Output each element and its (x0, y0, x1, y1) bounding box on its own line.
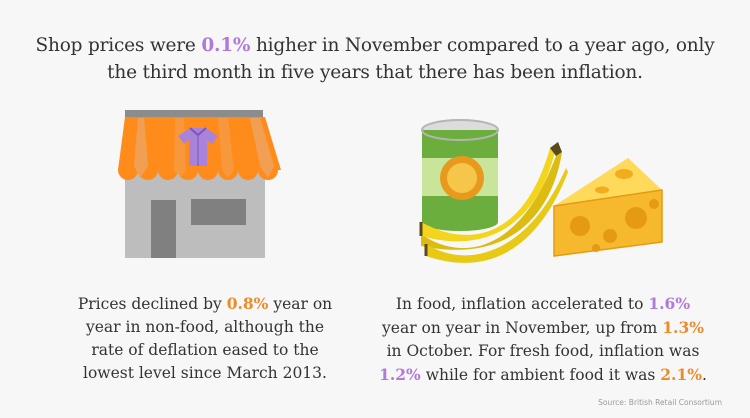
tin-can-icon (421, 119, 499, 231)
non-food-text-1: Prices declined by (77, 295, 227, 313)
shirt-icon (178, 127, 218, 166)
bananas-icon (419, 142, 568, 263)
cheese-icon (553, 158, 663, 257)
headline-text-1: Shop prices were (35, 35, 202, 56)
food-text-3: in October. For fresh food, inflation wa… (386, 342, 700, 360)
food-text-5: . (701, 366, 707, 384)
non-food-text-2: year on year in non-food, although the r… (83, 295, 333, 382)
headline-value-shop-prices: 0.1% (201, 35, 251, 56)
food-october-value: 1.3% (662, 318, 704, 337)
headline: Shop prices were 0.1% higher in November… (20, 32, 730, 86)
food-text-1: In food, inflation accelerated to (395, 295, 649, 313)
food-summary: In food, inflation accelerated to 1.6% y… (378, 292, 708, 387)
source-note: Source: British Retail Consortium (598, 398, 722, 407)
food-inflation-value: 1.6% (648, 294, 691, 313)
ambient-food-value: 2.1% (660, 365, 702, 384)
food-text-2: year on year in November, up from (382, 319, 663, 337)
non-food-value: 0.8% (226, 294, 269, 313)
fresh-food-value: 1.2% (379, 365, 421, 384)
headline-text-2: higher in November compared to a year ag… (107, 35, 715, 83)
non-food-summary: Prices declined by 0.8% year on year in … (70, 292, 340, 385)
food-text-4: while for ambient food it was (420, 366, 661, 384)
